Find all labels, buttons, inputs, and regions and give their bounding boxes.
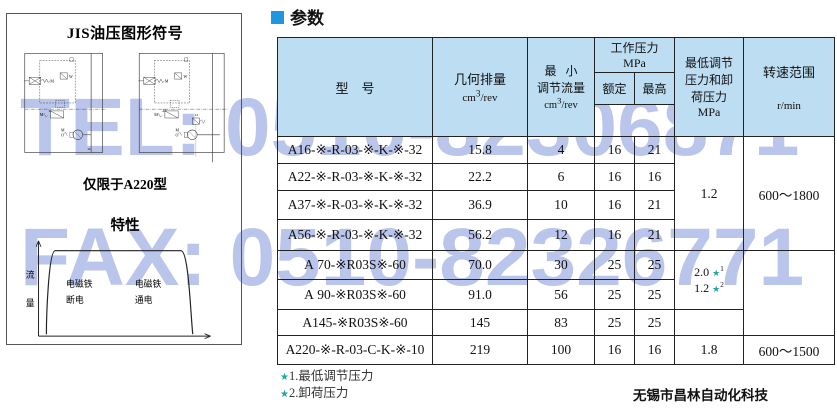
svg-text:电磁铁: 电磁铁 [135, 278, 162, 289]
svg-text:M: M [176, 127, 180, 132]
svg-text:M: M [50, 79, 54, 84]
svg-text:W: W [183, 74, 187, 79]
svg-text:M: M [40, 112, 44, 117]
svg-text:O: O [61, 133, 64, 138]
svg-text:M: M [154, 112, 158, 117]
svg-text:O: O [176, 133, 179, 138]
svg-text:流: 流 [26, 269, 35, 280]
svg-text:量: 量 [26, 299, 35, 309]
svg-text:W: W [69, 74, 73, 79]
svg-text:断电: 断电 [66, 294, 84, 305]
svg-text:M: M [165, 79, 169, 84]
svg-text:M: M [61, 127, 65, 132]
svg-text:电磁铁: 电磁铁 [66, 278, 93, 289]
svg-text:20: 20 [162, 108, 166, 113]
svg-text:压 力→: 压 力→ [82, 345, 112, 346]
svg-text:LI: LI [195, 113, 199, 117]
svg-text:通电: 通电 [135, 294, 153, 305]
svg-text:ab: ab [88, 147, 92, 151]
